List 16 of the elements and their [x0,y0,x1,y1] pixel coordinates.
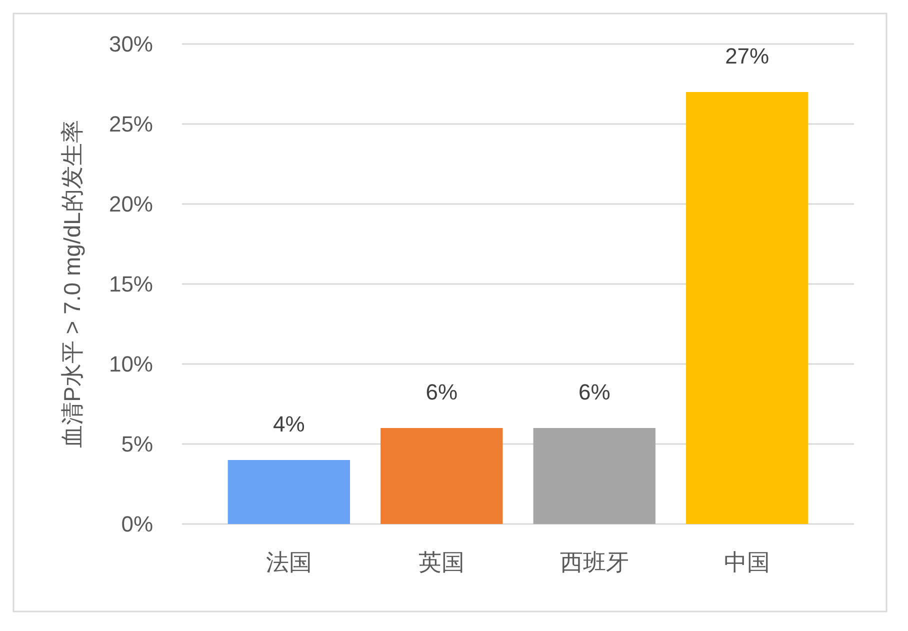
data-label: 4% [273,412,305,436]
xtick-label: 英国 [418,549,465,575]
ytick-label: 25% [108,112,153,136]
ytick-label: 10% [108,352,153,376]
xtick-label: 西班牙 [560,549,629,575]
xtick-label: 中国 [724,549,770,575]
data-label: 6% [578,380,610,404]
xtick-label: 法国 [266,549,312,575]
ytick-label: 15% [108,272,153,296]
ytick-label: 5% [121,432,153,456]
ytick-label: 20% [108,192,153,216]
data-label: 27% [725,44,770,68]
ytick-label: 0% [121,512,153,536]
ylabel: 血清P水平 > 7.0 mg/dL的发生率 [59,120,85,448]
data-label: 6% [426,380,458,404]
ytick-label: 30% [108,32,153,56]
